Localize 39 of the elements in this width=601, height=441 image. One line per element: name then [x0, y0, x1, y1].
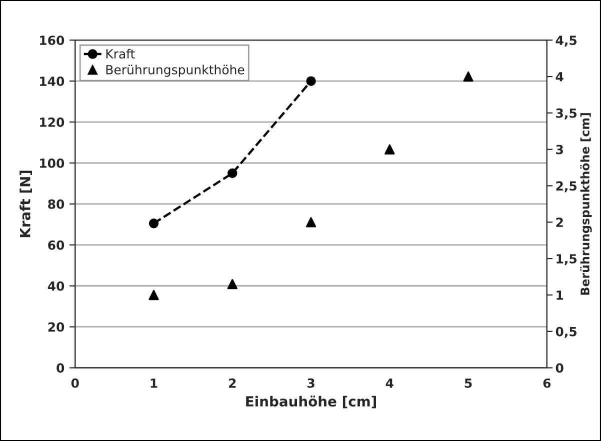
point	[148, 290, 159, 300]
y-tick-label: 120	[40, 118, 64, 127]
legend-label: Berührungspunkthöhe	[106, 64, 244, 77]
legend-label: Kraft	[106, 48, 135, 59]
x-tick-label: 1	[150, 378, 158, 388]
x-tick-label: 6	[543, 378, 551, 388]
x-tick-label: 0	[71, 378, 79, 388]
point	[384, 144, 395, 154]
x-tick-label: 3	[308, 378, 314, 388]
y2-tick-label: 1,5	[556, 254, 577, 266]
point	[148, 218, 159, 228]
x-axis-title: Einbauhöhe [cm]	[246, 396, 376, 408]
point	[306, 76, 316, 86]
y2-tick-label: 2,5	[556, 181, 577, 192]
y2-axis-title: Berührungspunkthöhe [cm]	[580, 113, 592, 295]
y-tick-label: 20	[48, 322, 64, 332]
x-tick-label: 5	[464, 378, 472, 388]
y-tick-label: 100	[40, 158, 64, 168]
y-tick-label: 40	[48, 281, 64, 291]
y2-tick-label: 1	[556, 290, 564, 300]
y2-tick-label: 0	[556, 363, 564, 373]
y-axis-title: Kraft [N]	[20, 170, 32, 238]
y-tick-label: 140	[40, 76, 64, 86]
y2-tick-label: 2	[556, 218, 563, 227]
y2-tick-label: 4,5	[556, 36, 577, 47]
point	[227, 278, 238, 290]
y-tick-label: 0	[56, 363, 64, 373]
x-tick-label: 2	[229, 378, 236, 388]
y2-tick-label: 4	[556, 72, 564, 82]
y-tick-label: 160	[40, 36, 64, 46]
point	[306, 217, 316, 228]
y2-tick-label: 3	[556, 144, 563, 154]
y2-tick-label: 3,5	[556, 108, 577, 120]
y2-tick-label: 0,5	[556, 326, 577, 338]
y-tick-label: 80	[48, 199, 64, 209]
y-tick-label: 60	[48, 240, 64, 250]
point	[463, 71, 474, 82]
point	[228, 168, 238, 178]
x-tick-label: 4	[386, 378, 394, 388]
